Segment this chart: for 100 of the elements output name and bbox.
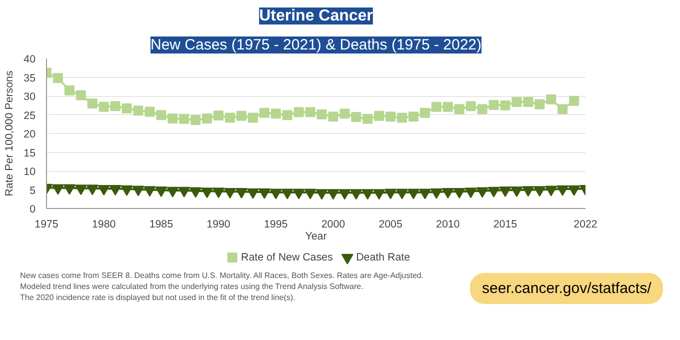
x-tick-label: 1995 — [264, 218, 288, 230]
point — [86, 184, 98, 196]
point — [362, 114, 373, 124]
point — [442, 188, 454, 198]
point — [545, 186, 558, 196]
point — [294, 107, 304, 118]
point — [259, 108, 270, 118]
point — [74, 184, 87, 196]
chart-title: Uterine Cancer — [259, 8, 373, 24]
point — [144, 106, 155, 117]
point — [350, 189, 362, 200]
x-tick-label: 1980 — [92, 218, 116, 230]
point — [248, 112, 258, 123]
x-tick-label: 2010 — [436, 218, 460, 230]
point — [52, 184, 64, 195]
point — [235, 188, 248, 198]
point — [477, 104, 488, 114]
point — [488, 186, 500, 198]
point — [109, 184, 122, 196]
point — [178, 186, 190, 198]
point — [316, 109, 327, 120]
point — [362, 189, 374, 200]
point — [522, 186, 534, 197]
point — [327, 189, 340, 200]
y-tick-label: 35 — [24, 72, 36, 84]
point — [338, 189, 351, 200]
point — [190, 187, 202, 198]
point — [418, 188, 431, 200]
y-tick-label: 30 — [24, 91, 36, 103]
point — [270, 188, 282, 200]
point — [52, 73, 63, 83]
point — [373, 189, 386, 200]
point — [534, 186, 546, 197]
point — [558, 104, 568, 114]
x-tick-label: 1975 — [34, 218, 58, 230]
x-tick-label: 1985 — [149, 218, 174, 230]
point — [442, 102, 453, 112]
point — [408, 112, 418, 122]
point — [568, 185, 580, 196]
point — [466, 101, 476, 112]
point — [397, 112, 408, 123]
text: Modeled trend lines were calculated from the underlying rates using the Trend Analysis Software. — [20, 282, 364, 291]
point — [156, 110, 166, 120]
point — [122, 103, 132, 114]
point — [190, 115, 201, 125]
x-axis-title: Year — [305, 230, 328, 242]
point — [454, 104, 464, 114]
point — [396, 188, 408, 200]
point — [98, 184, 110, 196]
point — [510, 186, 523, 197]
point — [224, 188, 236, 198]
point — [430, 188, 442, 199]
point — [246, 188, 259, 199]
point — [87, 98, 98, 108]
point — [76, 90, 86, 100]
point — [384, 188, 397, 200]
point — [523, 97, 534, 107]
chart-subtitle: New Cases (1975 - 2021) & Deaths (1975 - 2022) — [150, 36, 482, 54]
x-tick-label: 2005 — [378, 218, 402, 230]
point — [453, 188, 466, 198]
point — [120, 185, 133, 196]
point — [201, 188, 214, 198]
point — [351, 112, 362, 122]
point — [534, 99, 545, 110]
point — [168, 114, 178, 124]
point — [63, 184, 76, 195]
point — [133, 106, 144, 116]
point — [546, 94, 556, 104]
point — [144, 186, 156, 197]
text: New cases come from SEER 8. Deaths come from U.S. Mortality. All Races, Both Sexes. Rates are Age-Adjusted. — [20, 271, 424, 280]
x-tick-label: 1990 — [206, 218, 230, 230]
point — [374, 110, 384, 121]
point — [282, 110, 292, 120]
point — [431, 102, 442, 112]
y-axis-title: Rate Per 100,000 Persons — [4, 70, 16, 196]
point — [214, 110, 224, 120]
y-tick-label: 20 — [24, 128, 36, 140]
text: seer.cancer.gov/statfacts/ — [470, 273, 664, 304]
point — [386, 112, 396, 122]
point — [499, 186, 512, 197]
legend-label: Rate of New Cases — [241, 252, 333, 264]
y-tick-label: 25 — [24, 110, 36, 122]
point — [179, 114, 190, 124]
point — [281, 188, 294, 200]
point — [270, 108, 281, 119]
y-tick-label: 15 — [24, 147, 36, 160]
x-tick-label: 2000 — [321, 218, 346, 230]
y-tick-label: 10 — [24, 166, 36, 178]
point — [464, 188, 477, 198]
point — [155, 186, 168, 197]
point — [166, 186, 179, 198]
point — [420, 108, 430, 118]
point — [224, 112, 235, 123]
point — [512, 97, 522, 107]
point — [236, 110, 246, 121]
point — [407, 188, 420, 200]
point — [64, 85, 74, 96]
point — [305, 107, 316, 118]
point — [328, 112, 338, 122]
point — [500, 100, 510, 110]
